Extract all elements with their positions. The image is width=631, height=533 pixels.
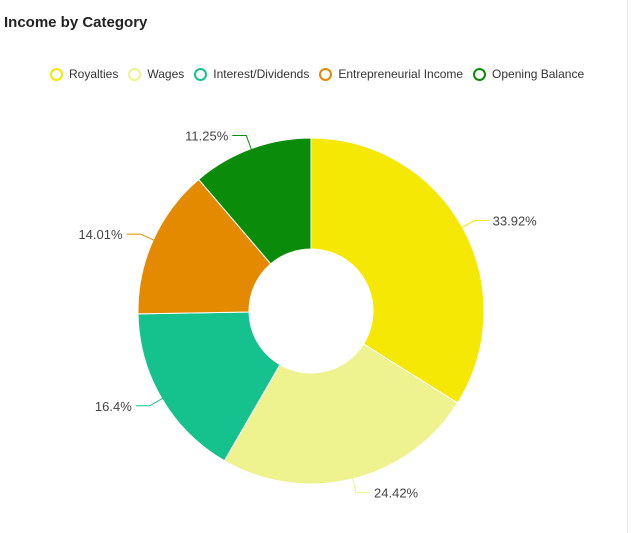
slice-royalties[interactable] [310,137,485,404]
data-label-opening-balance: 11.25% [185,129,229,144]
slice-opening-balance[interactable] [197,137,312,265]
data-label-royalties: 33.92% [493,214,538,229]
legend-item-entrepreneurial-income[interactable]: Entrepreneurial Income [319,67,463,81]
legend-marker-opening-balance [473,67,487,81]
slice-interest-dividends[interactable] [137,311,281,462]
legend-marker-interest-dividends [194,67,208,81]
chart-legend: Royalties Wages Interest/Dividends Entre… [50,67,594,81]
data-label-entrepreneurial-income: 14.01% [78,227,123,242]
legend-item-interest-dividends[interactable]: Interest/Dividends [194,67,309,81]
data-label-interest-dividends: 16.4% [95,399,132,414]
legend-marker-entrepreneurial-income [319,67,333,81]
leader-line-royalties [459,220,489,230]
legend-label-interest-dividends: Interest/Dividends [213,67,310,81]
legend-label-wages: Wages [147,67,185,81]
legend-label-entrepreneurial-income: Entrepreneurial Income [338,67,464,81]
chart-title: Income by Category [4,14,148,31]
slice-wages[interactable] [223,343,459,485]
legend-label-royalties: Royalties [69,67,119,81]
leader-line-wages [351,475,371,493]
legend-marker-wages [128,67,142,81]
leader-line-entrepreneurial-income [126,233,157,242]
legend-item-wages[interactable]: Wages [128,67,184,81]
slice-entrepreneurial-income[interactable] [137,178,272,315]
leader-line-opening-balance [232,135,253,152]
legend-marker-royalties [50,67,63,81]
leader-line-interest-dividends [135,396,165,407]
legend-item-royalties[interactable]: Royalties [50,67,118,81]
legend-label-opening-balance: Opening Balance [492,67,585,81]
data-label-wages: 24.42% [374,485,419,500]
legend-item-opening-balance[interactable]: Opening Balance [473,67,584,81]
